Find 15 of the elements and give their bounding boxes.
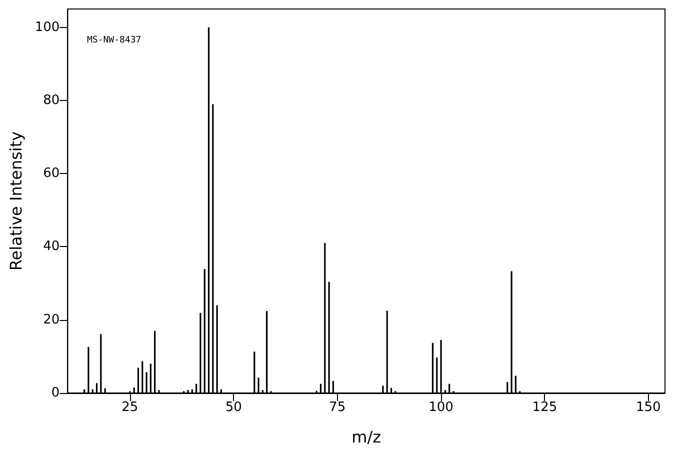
y-tick-label: 20 bbox=[43, 312, 60, 328]
x-tick-label: 75 bbox=[329, 400, 346, 415]
y-tick-label: 60 bbox=[43, 166, 60, 182]
x-axis-title: m/z bbox=[352, 428, 382, 446]
y-axis-title: Relative Intensity bbox=[6, 131, 26, 271]
x-tick-label: 125 bbox=[532, 400, 558, 415]
y-tick-label: 80 bbox=[43, 92, 60, 108]
x-tick-label: 150 bbox=[636, 400, 661, 415]
x-tick-label: 100 bbox=[428, 400, 454, 415]
y-tick-label: 0 bbox=[51, 386, 60, 400]
y-tick-label: 40 bbox=[43, 239, 60, 254]
x-tick-label: 25 bbox=[122, 400, 138, 415]
y-tick-label: 100 bbox=[34, 20, 60, 35]
annotation: MS-NW-8437 bbox=[87, 36, 142, 46]
x-tick-label: 50 bbox=[225, 400, 242, 415]
